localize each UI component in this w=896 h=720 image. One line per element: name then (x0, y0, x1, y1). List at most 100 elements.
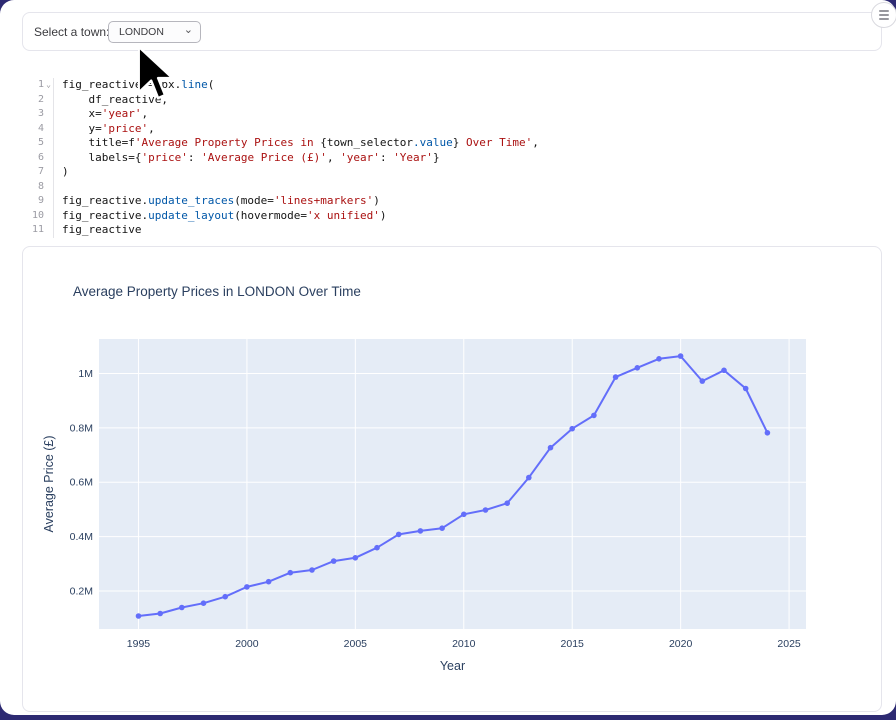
line-number: 7 (37, 166, 44, 177)
plot-area[interactable] (99, 339, 806, 629)
data-point[interactable] (764, 430, 771, 436)
fold-toggle-icon (44, 107, 53, 122)
data-point[interactable] (244, 584, 250, 590)
data-point[interactable] (330, 558, 337, 564)
fold-toggle-icon (44, 165, 53, 180)
data-point[interactable] (417, 528, 424, 534)
data-point[interactable] (222, 593, 228, 600)
data-point[interactable] (721, 367, 727, 374)
code-line-text: fig_reactive.update_traces(mode='lines+m… (53, 194, 882, 209)
data-point[interactable] (634, 365, 641, 371)
fold-toggle-icon (44, 93, 53, 108)
data-point[interactable] (656, 356, 662, 362)
fold-toggle-icon (44, 122, 53, 137)
line-chart[interactable]: 1995 2000 2005 2010 2015 2020 2025 0.2M 0.4M 0.6M… (23, 247, 883, 713)
fold-toggle-icon (44, 151, 53, 166)
town-selector-label: Select a town: (34, 25, 110, 39)
x-axis-title: Year (440, 659, 465, 673)
code-line[interactable]: 6 labels={'price': 'Average Price (£)', … (22, 150, 882, 166)
code-line[interactable]: 1 ⌄ fig_reactive = px.line( (22, 78, 882, 93)
line-number: 8 (37, 180, 44, 192)
chart-title: Average Property Prices in LONDON Over T… (73, 284, 361, 299)
x-tick-label: 1995 (127, 638, 151, 650)
data-point[interactable] (395, 531, 402, 538)
hamburger-icon (879, 18, 889, 20)
code-line[interactable]: 3 x='year', (22, 107, 882, 122)
data-point[interactable] (504, 500, 511, 506)
data-point[interactable] (699, 378, 706, 384)
code-line-text (53, 179, 882, 194)
line-number: 6 (37, 151, 44, 163)
town-selector-cell: Select a town: LONDON ⌄ (22, 12, 882, 51)
line-number: 4 (37, 122, 44, 134)
fold-toggle-icon (44, 194, 53, 209)
data-point[interactable] (439, 525, 445, 531)
y-tick-label: 1M (78, 368, 93, 380)
code-line[interactable]: 11 fig_reactive (22, 223, 882, 238)
data-point[interactable] (742, 385, 749, 392)
code-line[interactable]: 5 title=f'Average Property Prices in {to… (22, 136, 882, 151)
data-point[interactable] (157, 610, 163, 617)
chart-output-cell: Average Property Prices in LONDON Over T… (22, 246, 882, 712)
data-point[interactable] (287, 569, 294, 576)
data-point[interactable] (200, 600, 207, 606)
data-point[interactable] (591, 412, 597, 419)
hamburger-icon (879, 10, 889, 12)
y-axis-title: Average Price (£) (42, 435, 56, 532)
line-number: 11 (31, 224, 44, 235)
code-line-text: ) (53, 165, 882, 180)
town-dropdown[interactable]: LONDON ⌄ (108, 21, 201, 43)
menu-button[interactable] (871, 2, 896, 28)
code-line-text: y='price', (53, 121, 882, 136)
fold-toggle-icon (44, 223, 53, 238)
x-tick-label: 2015 (561, 638, 585, 650)
y-tick-label: 0.6M (70, 477, 93, 489)
code-line-text: x='year', (53, 107, 882, 122)
code-line[interactable]: 8 (22, 179, 882, 195)
data-point[interactable] (374, 544, 380, 551)
code-line[interactable]: 4 y='price', (22, 121, 882, 137)
data-point[interactable] (677, 353, 684, 359)
fold-toggle-icon[interactable]: ⌄ (46, 80, 51, 89)
line-number: 2 (37, 93, 44, 105)
data-point[interactable] (352, 555, 359, 561)
code-line[interactable]: 10 fig_reactive.update_layout(hovermode='… (22, 208, 882, 224)
data-point[interactable] (461, 511, 467, 518)
line-number: 10 (31, 209, 44, 221)
line-number: 1 (37, 79, 44, 90)
code-line[interactable]: 9 fig_reactive.update_traces(mode='lines+… (22, 194, 882, 209)
x-tick-label: 2000 (235, 638, 259, 650)
chevron-down-icon: ⌄ (183, 24, 193, 36)
data-point[interactable] (612, 374, 619, 380)
code-line-text: labels={'price': 'Average Price (£)', 'y… (53, 150, 882, 165)
code-editor[interactable]: 1 ⌄ fig_reactive = px.line(2 df_reactive, 3… (22, 78, 882, 238)
line-number: 5 (37, 137, 44, 148)
price-line-series (138, 355, 769, 617)
code-line[interactable]: 7) (22, 165, 882, 180)
x-tick-label: 2025 (777, 638, 801, 650)
code-line-text: fig_reactive.update_layout(hovermode='x … (53, 208, 882, 223)
data-point[interactable] (526, 474, 532, 481)
data-point[interactable] (547, 444, 554, 451)
y-tick-label: 0.4M (70, 531, 93, 543)
data-point[interactable] (135, 613, 142, 619)
fold-toggle-icon (44, 209, 53, 224)
x-tick-label: 2020 (669, 638, 693, 650)
data-point[interactable] (309, 567, 315, 573)
code-line-text: df_reactive, (53, 92, 882, 107)
x-tick-label: 2010 (452, 638, 476, 650)
y-tick-label: 0.2M (70, 585, 93, 597)
code-line[interactable]: 2 df_reactive, (22, 92, 882, 108)
data-point[interactable] (569, 425, 575, 432)
fold-toggle-icon (44, 136, 53, 151)
y-tick-label: 0.8M (70, 422, 93, 434)
data-point[interactable] (265, 578, 272, 585)
hamburger-icon (879, 14, 889, 16)
code-line-text: fig_reactive (53, 223, 882, 238)
data-point[interactable] (179, 604, 185, 611)
town-dropdown-value: LONDON (119, 26, 164, 38)
data-point[interactable] (482, 507, 489, 513)
fold-toggle-icon (44, 180, 53, 195)
